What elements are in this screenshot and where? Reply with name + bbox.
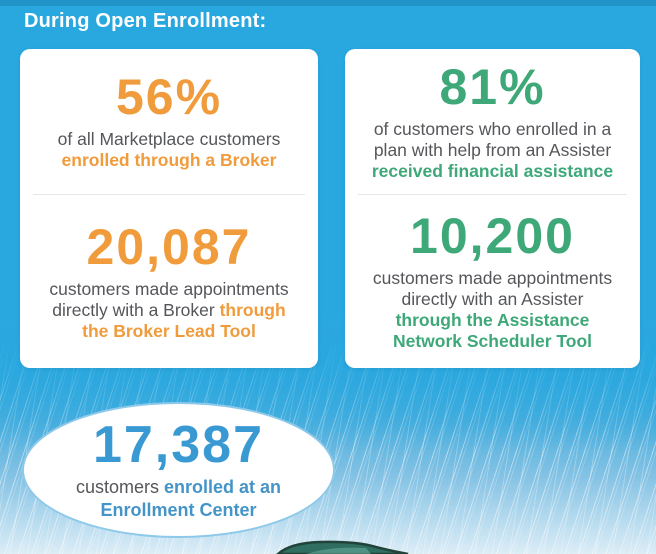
card-divider	[358, 194, 627, 195]
assister-financial-percent: 81%	[439, 58, 546, 115]
caption-emphasis: Network Scheduler Tool	[392, 331, 592, 351]
caption-text: directly with a Broker	[52, 299, 220, 320]
assister-financial-section: 81% of customers who enrolled in a plan w…	[345, 49, 640, 194]
assister-financial-caption: of customers who enrolled in a plan with …	[372, 119, 613, 182]
broker-appointments-count: 20,087	[86, 218, 252, 275]
caption-text: plan with help from an Assister	[373, 139, 612, 160]
broker-enrollment-percent: 56%	[115, 69, 223, 125]
caption-text: directly with an Assister	[401, 289, 584, 309]
caption-emphasis: Enrollment Center	[100, 499, 257, 520]
caption-text: customers made appointments	[49, 278, 289, 299]
broker-stats-card: 56% of all Marketplace customers enrolled…	[20, 49, 318, 368]
broker-appointments-caption: customers made appointments directly with…	[49, 279, 288, 342]
assister-scheduler-section: 10,200 customers made appointments direct…	[345, 195, 640, 368]
caption-emphasis: received financial assistance	[371, 160, 614, 181]
enrollment-center-bubble: 17,387 customers enrolled at an Enrollmen…	[22, 402, 335, 538]
turtle-shell-icon	[276, 540, 409, 554]
caption-emphasis: through the Assistance	[395, 310, 590, 330]
assister-appointments-count: 10,200	[410, 208, 575, 264]
broker-enrollment-caption: of all Marketplace customers enrolled thr…	[58, 129, 281, 171]
caption-text: customers	[75, 476, 164, 497]
top-accent-band	[0, 0, 656, 6]
broker-enrollment-section: 56% of all Marketplace customers enrolled…	[20, 49, 318, 194]
caption-emphasis: through	[219, 299, 286, 320]
caption-emphasis: enrolled through a Broker	[61, 150, 277, 170]
caption-text: of customers who enrolled in a	[373, 118, 612, 139]
enrollment-center-count: 17,387	[92, 415, 265, 474]
caption-emphasis: the Broker Lead Tool	[82, 320, 256, 341]
caption-emphasis: enrolled at an	[164, 476, 282, 497]
caption-text: customers made appointments	[372, 268, 613, 288]
assister-stats-card: 81% of customers who enrolled in a plan w…	[345, 49, 640, 368]
page-title: During Open Enrollment:	[24, 10, 267, 32]
broker-lead-tool-section: 20,087 customers made appointments direct…	[20, 195, 318, 368]
card-divider	[33, 194, 305, 195]
enrollment-center-caption: customers enrolled at an Enrollment Cente…	[76, 476, 281, 522]
caption-text: of all Marketplace customers	[57, 129, 281, 149]
assister-appointments-caption: customers made appointments directly with…	[373, 268, 612, 352]
